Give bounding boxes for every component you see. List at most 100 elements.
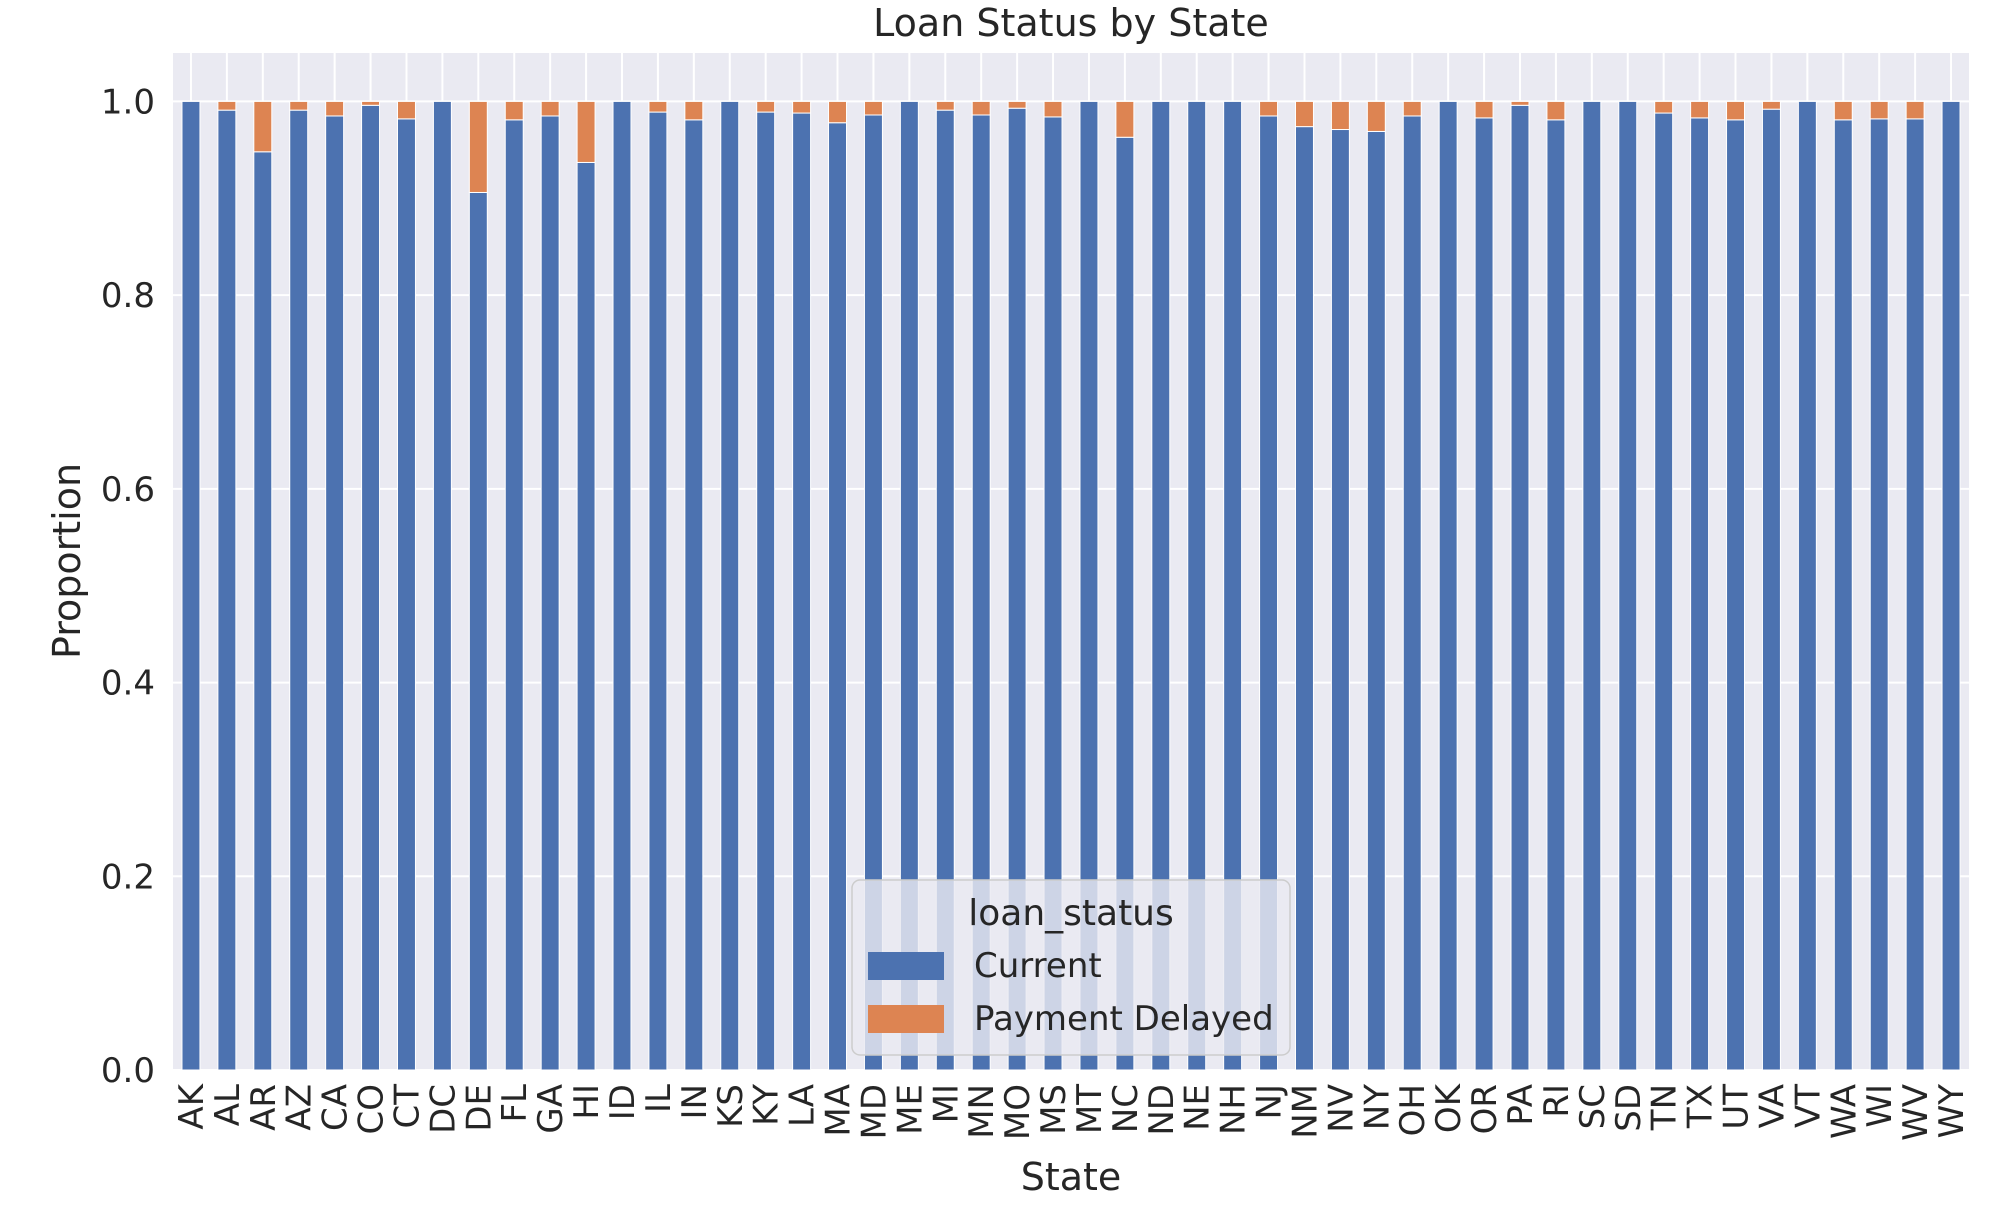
x-tick-label: MD xyxy=(854,1084,894,1140)
bar-tn-current xyxy=(1654,112,1674,1071)
y-tick-label: 0.8 xyxy=(101,276,155,316)
bar-mn-payment-delayed xyxy=(971,100,991,116)
x-tick-label: SD xyxy=(1609,1084,1649,1132)
x-axis-label: State xyxy=(1021,1155,1122,1199)
bar-nm-current xyxy=(1295,126,1314,1071)
bar-tn-payment-delayed xyxy=(1654,100,1674,114)
bar-sc-current xyxy=(1582,100,1602,1071)
x-tick-label: AL xyxy=(208,1084,248,1126)
x-tick-label: NM xyxy=(1285,1084,1325,1139)
x-tick-label: OR xyxy=(1465,1084,1505,1134)
bar-mo-payment-delayed xyxy=(1007,100,1027,109)
x-tick-label: NY xyxy=(1357,1084,1397,1130)
bar-ms-payment-delayed xyxy=(1043,100,1063,118)
bar-il-current xyxy=(648,111,668,1071)
bar-ct-payment-delayed xyxy=(397,100,416,120)
x-tick-label: GA xyxy=(531,1084,571,1134)
legend-box xyxy=(851,879,1291,1056)
bar-wi-current xyxy=(1869,118,1889,1071)
bar-ga-payment-delayed xyxy=(540,100,560,117)
y-tick-label: 0.0 xyxy=(101,1051,155,1091)
x-tick-label: NE xyxy=(1178,1084,1218,1131)
bar-or-payment-delayed xyxy=(1474,100,1494,119)
bar-tx-payment-delayed xyxy=(1690,100,1710,119)
bar-wv-current xyxy=(1905,118,1925,1071)
x-tick-label: KY xyxy=(747,1084,787,1126)
x-tick-label: MT xyxy=(1070,1084,1110,1134)
bar-ks-current xyxy=(720,100,740,1071)
bar-va-current xyxy=(1761,108,1781,1071)
bar-wy-current xyxy=(1941,100,1961,1071)
x-tick-label: MA xyxy=(819,1084,859,1137)
x-tick-label: WA xyxy=(1824,1084,1864,1139)
bar-nm-payment-delayed xyxy=(1295,100,1314,128)
bar-pa-current xyxy=(1510,104,1530,1071)
x-tick-label: AK xyxy=(172,1082,212,1129)
bar-ca-current xyxy=(325,115,345,1071)
x-tick-label: CA xyxy=(316,1084,356,1131)
legend: loan_status Current Payment Delayed xyxy=(851,879,1291,1056)
y-tick-label: 1.0 xyxy=(101,82,155,122)
legend-label-payment-delayed: Payment Delayed xyxy=(974,999,1274,1039)
bar-ky-current xyxy=(756,111,776,1071)
x-tick-label: CT xyxy=(387,1084,427,1129)
x-tick-label: PA xyxy=(1501,1084,1541,1126)
x-tick-label: ID xyxy=(603,1084,643,1120)
bar-wv-payment-delayed xyxy=(1905,100,1925,120)
bar-dc-current xyxy=(432,100,452,1071)
x-tick-label: NC xyxy=(1106,1084,1146,1133)
bar-az-current xyxy=(289,109,309,1071)
bar-de-payment-delayed xyxy=(468,100,488,193)
y-tick-label: 0.2 xyxy=(101,857,155,897)
bar-al-payment-delayed xyxy=(217,100,237,111)
bar-wa-payment-delayed xyxy=(1833,100,1853,121)
bar-vt-current xyxy=(1797,100,1817,1071)
x-tick-label: TN xyxy=(1645,1084,1685,1131)
x-tick-label: WI xyxy=(1860,1084,1900,1128)
x-tick-label: HI xyxy=(567,1084,607,1120)
bar-ky-payment-delayed xyxy=(756,100,776,113)
x-tick-label: NV xyxy=(1321,1084,1361,1133)
bar-ut-current xyxy=(1726,119,1746,1071)
x-tick-label: MI xyxy=(926,1084,966,1123)
bar-ri-payment-delayed xyxy=(1546,100,1566,121)
bar-ar-payment-delayed xyxy=(253,100,273,153)
bar-nd-current xyxy=(1151,100,1171,1071)
bar-ct-current xyxy=(397,118,416,1071)
bar-va-payment-delayed xyxy=(1761,100,1781,110)
chart-title: Loan Status by State xyxy=(873,1,1269,45)
x-tick-label: IL xyxy=(639,1084,679,1113)
legend-swatch-current xyxy=(868,952,944,980)
bar-tx-current xyxy=(1690,117,1710,1071)
x-tick-label: IN xyxy=(675,1084,715,1119)
y-ticks: 0.0 0.2 0.4 0.6 0.8 1.0 xyxy=(101,82,155,1091)
bar-nh-current xyxy=(1223,100,1243,1071)
bar-az-payment-delayed xyxy=(289,100,309,111)
bar-id-current xyxy=(612,100,632,1071)
legend-swatch-payment-delayed xyxy=(868,1005,944,1033)
bar-hi-current xyxy=(576,161,596,1071)
bar-fl-payment-delayed xyxy=(504,100,524,121)
bar-ga-current xyxy=(540,115,560,1071)
x-tick-label: VT xyxy=(1788,1084,1828,1128)
x-tick-label: SC xyxy=(1573,1084,1613,1129)
bar-ak-current xyxy=(181,100,201,1071)
y-tick-label: 0.6 xyxy=(101,470,155,510)
bars xyxy=(181,100,1961,1071)
x-tick-label: KS xyxy=(711,1084,751,1128)
x-ticks: AKALARAZCACOCTDCDEFLGAHIIDILINKSKYLAMAMD… xyxy=(172,1082,1972,1141)
x-tick-label: VA xyxy=(1752,1084,1792,1128)
bar-wa-current xyxy=(1833,119,1853,1071)
bar-sd-current xyxy=(1618,100,1638,1071)
bar-in-current xyxy=(684,119,704,1071)
bar-ny-current xyxy=(1366,130,1386,1071)
bar-oh-current xyxy=(1402,115,1422,1071)
bar-ne-current xyxy=(1187,100,1207,1071)
x-tick-label: OK xyxy=(1429,1082,1469,1133)
bar-la-current xyxy=(792,112,812,1071)
bar-ar-current xyxy=(253,151,273,1071)
bar-pa-payment-delayed xyxy=(1510,100,1530,106)
bar-md-payment-delayed xyxy=(863,100,883,116)
x-tick-label: NH xyxy=(1214,1084,1254,1135)
